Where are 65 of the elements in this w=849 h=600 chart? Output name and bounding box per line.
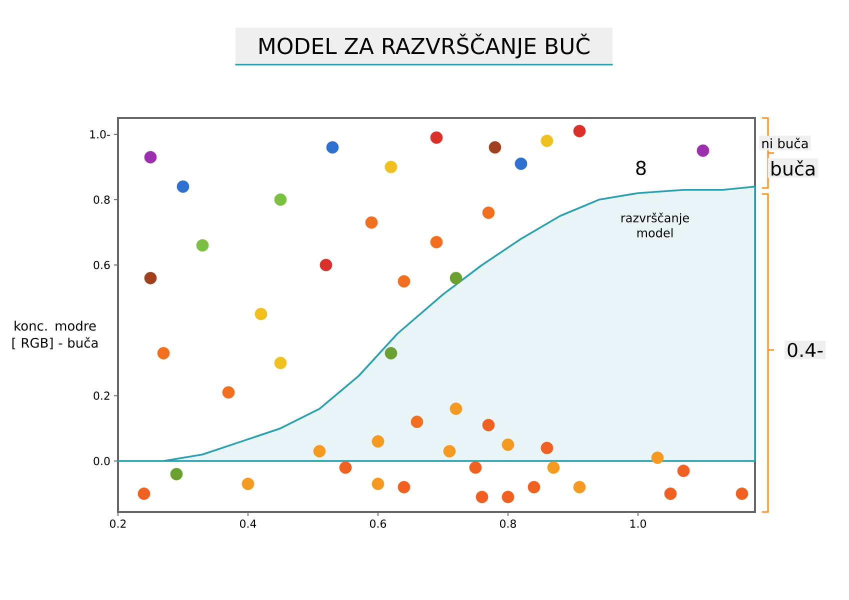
text: 0.4- [788, 342, 823, 358]
point [144, 151, 157, 164]
text: ni buča [762, 138, 808, 148]
point [274, 193, 287, 206]
point [372, 478, 384, 490]
y-axis-title: konc. modre [ RGB] - buča [12, 320, 98, 350]
point [443, 445, 456, 458]
point [384, 347, 398, 360]
y-tick-label: 0.6 [94, 260, 110, 270]
point [651, 452, 664, 464]
point [138, 488, 150, 500]
point [326, 141, 339, 154]
point [573, 480, 586, 494]
point [450, 272, 462, 284]
point [482, 418, 495, 432]
y-tick-label: 0.2 [94, 392, 110, 400]
point [488, 141, 502, 154]
point [476, 490, 488, 504]
point [514, 158, 528, 170]
point [157, 347, 170, 360]
y-tick-label: 1.0- [90, 130, 110, 138]
point [313, 445, 326, 458]
point [430, 236, 443, 248]
point [696, 144, 710, 157]
annotation: 8 [636, 160, 646, 176]
point [664, 488, 677, 500]
point [254, 308, 268, 320]
x-tick-label: 0.8 [500, 520, 516, 528]
point [398, 480, 410, 494]
y-tick-label: 0.0 [94, 456, 110, 466]
point [410, 416, 424, 428]
point [430, 131, 443, 144]
point [196, 239, 209, 252]
point [398, 275, 410, 288]
x-tick-label: 1.0 [630, 520, 646, 528]
y-tick-label: 0.8 [94, 196, 110, 204]
point [170, 468, 183, 480]
chart-title: MODEL ZA RAZVRŠČANJE BUČ [260, 34, 590, 58]
point [540, 442, 554, 454]
point [372, 435, 384, 448]
point [502, 490, 514, 504]
point [339, 461, 352, 474]
x-tick-label: 0.2 [110, 520, 126, 528]
point [502, 438, 514, 451]
point [242, 478, 254, 490]
point [677, 464, 690, 478]
annotation: razvrščanje model [622, 212, 689, 238]
text: buča [772, 160, 814, 176]
point [528, 480, 540, 494]
point [547, 461, 560, 474]
point [222, 386, 235, 399]
point [365, 216, 378, 229]
point [482, 206, 495, 219]
point [320, 258, 332, 272]
point [469, 461, 482, 474]
point [540, 134, 554, 148]
x-tick-label: 0.6 [370, 520, 386, 528]
point [144, 272, 157, 284]
point [573, 124, 586, 138]
point [384, 160, 398, 174]
point [176, 180, 190, 193]
point [274, 356, 287, 370]
point [450, 402, 462, 415]
point [736, 488, 748, 500]
x-tick-label: 0.4 [240, 520, 256, 528]
